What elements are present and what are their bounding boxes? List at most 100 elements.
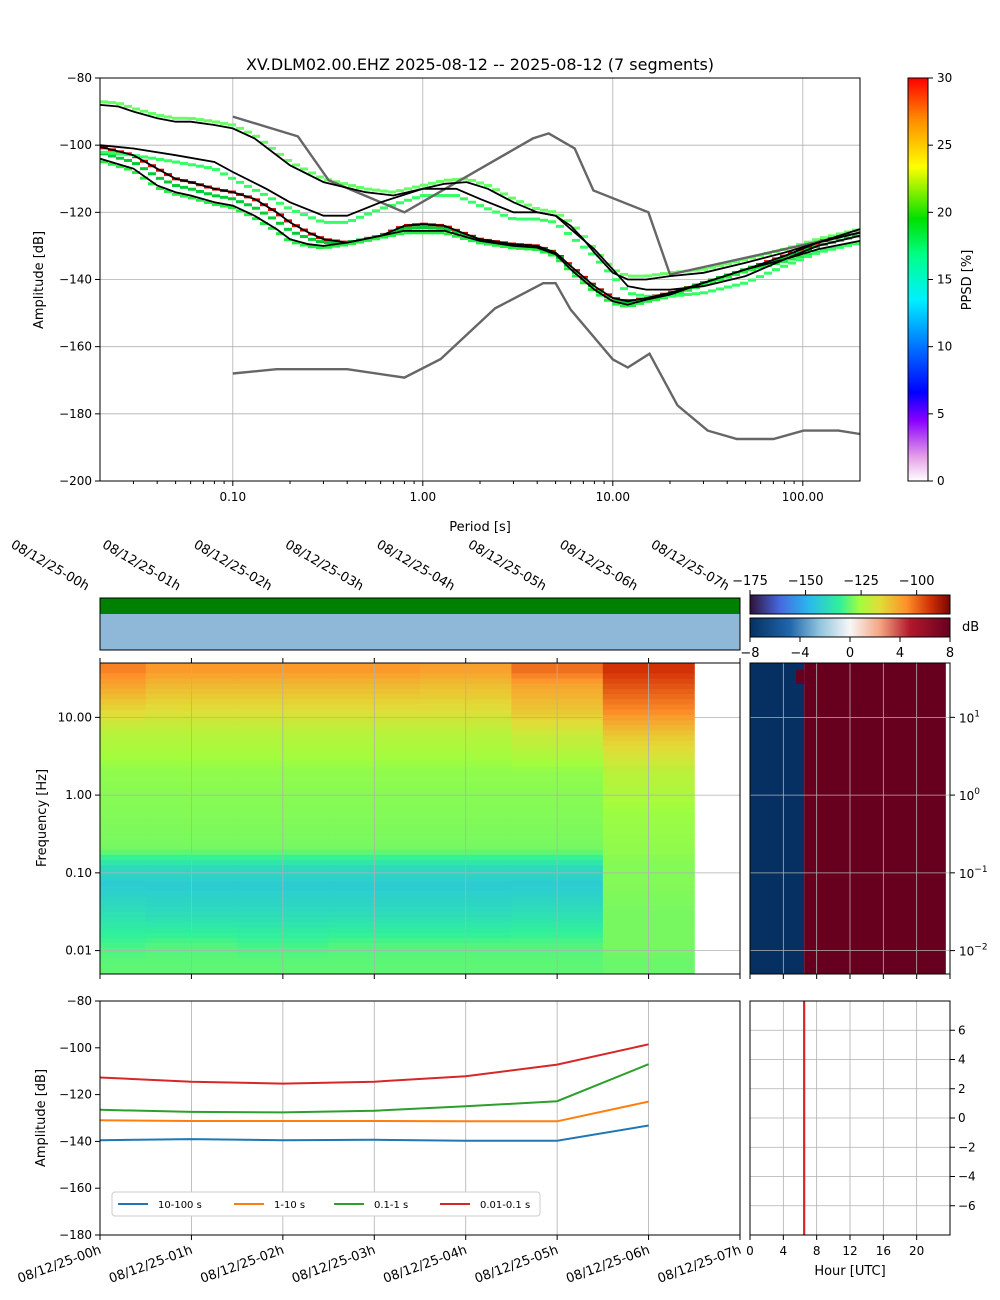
ppsd-hist-cell	[140, 155, 148, 159]
ppsd-xtick-label: 0.10	[219, 490, 246, 504]
spectrogram-cell	[100, 896, 147, 902]
ppsd-hist-cell	[772, 258, 780, 262]
ppsd-hist-cell	[612, 278, 620, 282]
ppsd-hist-cell	[516, 217, 524, 221]
ppsd-hist-cell	[244, 213, 252, 217]
ppsd-colorbar-label: PPSD [%]	[960, 250, 975, 311]
ppsd-hist-cell	[228, 176, 236, 180]
ppsd-hist-cell	[204, 166, 212, 170]
ppsd-hist-cell	[132, 170, 140, 174]
ppsd-hist-cell	[228, 197, 236, 201]
ppsd-hist-cell	[388, 190, 396, 194]
spectrogram-cell	[100, 699, 147, 705]
ppsd-hist-cell	[404, 226, 412, 230]
ppsd-hist-cell	[580, 277, 588, 281]
spectrogram-cell	[100, 859, 147, 866]
ppsd-hist-cell	[356, 185, 364, 189]
top-date-label: 08/12/25-02h	[191, 537, 275, 594]
band-series-line	[99, 1063, 649, 1114]
ppsd-hist-cell	[788, 253, 796, 257]
ppsd-hist-cell	[780, 264, 788, 268]
ppsd-hist-cell	[636, 298, 644, 302]
noise-model-line	[232, 115, 861, 276]
ppsd-hist-cell	[244, 130, 252, 134]
band-ytick-label: −80	[67, 994, 92, 1008]
ppsd-hist-cell	[820, 249, 828, 253]
diff-colorbar-tick-label: −8	[740, 646, 759, 661]
ppsd-hist-cell	[732, 260, 740, 264]
ppsd-hist-cell	[724, 262, 732, 266]
ppsd-hist-cell	[636, 293, 644, 297]
spectrogram-cell	[100, 911, 147, 918]
ppsd-ytick-label: −140	[59, 273, 92, 287]
ppsd-hist-cell	[188, 196, 196, 200]
spectrogram-cell	[100, 678, 147, 685]
ppsd-hist-cell	[244, 203, 252, 207]
ppsd-hist-cell	[508, 216, 516, 220]
ppsd-hist-cell	[412, 185, 420, 189]
ppsd-hist-cell	[308, 245, 316, 249]
ppsd-hist-cell	[716, 263, 724, 267]
ppsd-hist-cell	[556, 213, 564, 217]
ppsd-hist-cell	[284, 206, 292, 210]
band-legend-label: 0.1-1 s	[374, 1200, 408, 1211]
ppsd-ytick-label: −180	[59, 407, 92, 421]
ppsd-colorbar-tick-label: 15	[937, 273, 952, 287]
ppsd-hist-cell	[524, 203, 532, 207]
spectrogram-cell	[100, 720, 147, 726]
ppsd-hist-cell	[100, 150, 108, 154]
ppsd-hist-cell	[612, 298, 620, 302]
ppsd-hist-cell	[588, 252, 596, 256]
ppsd-hist-cell	[740, 258, 748, 262]
band-xtick-label: 08/12/25-00h	[16, 1243, 104, 1287]
spectrogram-cell	[100, 968, 147, 975]
ppsd-hist-cell	[196, 189, 204, 193]
ppsd-hist-cell	[668, 294, 676, 298]
ppsd-hist-cell	[132, 107, 140, 111]
diff-block-before	[750, 663, 805, 974]
ppsd-hist-cell	[540, 250, 548, 254]
spectrogram-cell	[100, 958, 147, 965]
ppsd-hist-cell	[212, 168, 220, 172]
diff-colorbar: −8 −4 0 4 8 dB	[740, 617, 979, 661]
ppsd-hist-cell	[764, 261, 772, 265]
ppsd-hist-cell	[444, 178, 452, 182]
spectrogram-cell	[100, 916, 147, 923]
band-legend-label: 10-100 s	[158, 1200, 202, 1211]
ppsd-hist-cell	[836, 232, 844, 236]
ppsd-hist-cell	[188, 163, 196, 167]
ppsd-hist-cell	[604, 295, 612, 299]
diurnal-ticks: −6 −4 −2 0 2 4 6 0 4 8 12 16 20	[746, 1023, 976, 1258]
ppsd-colorbar-tick-label: 30	[937, 71, 952, 85]
ppsd-hist-cell	[364, 238, 372, 242]
spectrogram-cell	[100, 963, 147, 970]
ppsd-hist-cell	[252, 134, 260, 138]
diurnal-xtick-label: 16	[876, 1244, 891, 1258]
ppsd-hist-cell	[108, 101, 116, 105]
noise-model-line	[232, 282, 861, 441]
ppsd-hist-cell	[844, 230, 852, 234]
ppsd-hist-cell	[116, 102, 124, 106]
ppsd-hist-cell	[620, 300, 628, 304]
ppsd-hist-cell	[396, 228, 404, 232]
ppsd-hist-cell	[332, 241, 340, 245]
ppsd-hist-cell	[340, 220, 348, 224]
band-ytick-label: −140	[59, 1134, 92, 1148]
ppsd-hist-cell	[196, 118, 204, 122]
band-xtick-label: 08/12/25-02h	[199, 1243, 287, 1287]
spectrogram-cell	[100, 828, 147, 835]
ppsd-ytick-label: −200	[59, 474, 92, 488]
ppsd-hist-cell	[300, 167, 308, 171]
spectrogram-cell	[100, 751, 147, 757]
ppsd-hist-cell	[508, 196, 516, 200]
ppsd-hist-cell	[748, 278, 756, 282]
band-series-line	[99, 1100, 649, 1123]
ppsd-hist-cell	[396, 189, 404, 193]
ppsd-hist-cell	[628, 274, 636, 278]
ppsd-hist-cell	[468, 200, 476, 204]
ppsd-colorbar-tick-label: 10	[937, 340, 952, 354]
ppsd-hist-cell	[276, 232, 284, 236]
band-xtick-label: 08/12/25-06h	[564, 1243, 652, 1287]
spectrogram-cell	[100, 891, 147, 897]
ppsd-hist-cell	[716, 278, 724, 282]
